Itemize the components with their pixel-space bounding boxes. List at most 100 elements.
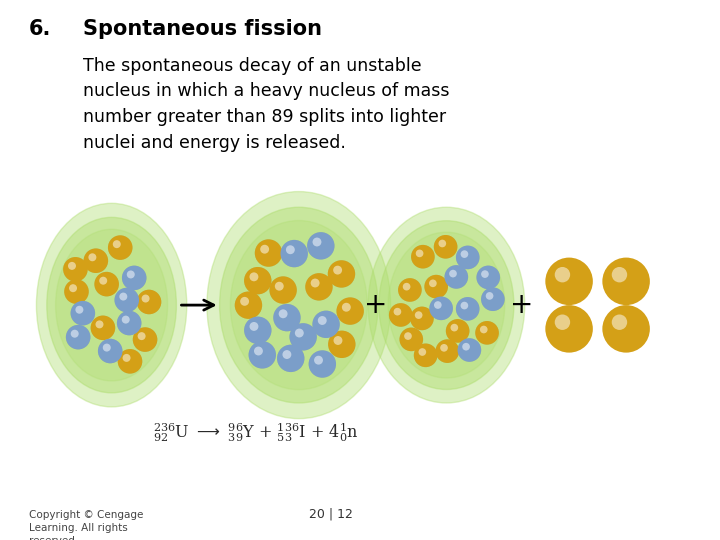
Ellipse shape [545, 258, 593, 305]
Ellipse shape [230, 220, 367, 390]
Ellipse shape [410, 307, 433, 330]
Ellipse shape [117, 349, 143, 374]
Ellipse shape [336, 298, 364, 325]
Ellipse shape [328, 260, 355, 288]
Ellipse shape [603, 305, 650, 353]
Ellipse shape [114, 288, 139, 312]
Ellipse shape [310, 279, 320, 287]
Ellipse shape [411, 245, 435, 268]
Ellipse shape [122, 266, 146, 290]
Ellipse shape [309, 350, 336, 377]
Ellipse shape [456, 246, 480, 269]
Ellipse shape [444, 265, 468, 289]
Ellipse shape [98, 339, 122, 363]
Ellipse shape [333, 266, 342, 274]
Ellipse shape [127, 271, 135, 279]
Ellipse shape [415, 249, 423, 257]
Ellipse shape [244, 316, 271, 344]
Ellipse shape [318, 316, 327, 325]
Ellipse shape [400, 328, 423, 351]
Ellipse shape [277, 345, 305, 372]
Ellipse shape [477, 266, 500, 289]
Ellipse shape [486, 292, 493, 300]
Ellipse shape [248, 341, 276, 369]
Ellipse shape [275, 282, 284, 291]
Ellipse shape [400, 328, 423, 351]
Ellipse shape [398, 278, 422, 302]
Ellipse shape [91, 315, 115, 340]
Ellipse shape [436, 339, 459, 363]
Ellipse shape [289, 323, 317, 350]
Ellipse shape [444, 265, 468, 289]
Ellipse shape [71, 301, 95, 326]
Ellipse shape [76, 306, 84, 314]
Ellipse shape [281, 240, 308, 267]
Ellipse shape [368, 207, 525, 403]
Ellipse shape [312, 310, 340, 338]
Ellipse shape [64, 279, 89, 304]
Ellipse shape [404, 332, 412, 340]
Ellipse shape [269, 276, 297, 303]
Ellipse shape [250, 272, 258, 281]
Ellipse shape [235, 292, 262, 319]
Ellipse shape [312, 310, 340, 338]
Ellipse shape [312, 238, 321, 246]
Ellipse shape [84, 248, 108, 273]
Ellipse shape [69, 284, 77, 292]
Ellipse shape [244, 316, 271, 344]
Ellipse shape [122, 354, 130, 362]
Ellipse shape [137, 289, 161, 314]
Ellipse shape [282, 350, 292, 359]
Ellipse shape [554, 314, 570, 330]
Ellipse shape [545, 305, 593, 353]
Ellipse shape [66, 325, 91, 349]
Ellipse shape [603, 258, 650, 305]
Ellipse shape [142, 294, 150, 302]
Ellipse shape [456, 297, 480, 321]
Ellipse shape [71, 301, 95, 326]
Ellipse shape [446, 319, 469, 343]
Ellipse shape [138, 332, 145, 340]
Ellipse shape [305, 273, 333, 301]
Ellipse shape [481, 287, 505, 311]
Text: +: + [510, 291, 534, 319]
Ellipse shape [480, 326, 487, 333]
Ellipse shape [461, 302, 468, 309]
Ellipse shape [117, 310, 141, 335]
Ellipse shape [328, 330, 356, 358]
Ellipse shape [66, 325, 91, 349]
Ellipse shape [274, 304, 301, 332]
Ellipse shape [286, 245, 294, 254]
Ellipse shape [132, 327, 158, 352]
Ellipse shape [71, 330, 78, 338]
Ellipse shape [55, 230, 168, 381]
Ellipse shape [458, 338, 481, 362]
Text: +: + [364, 291, 387, 319]
Text: Spontaneous fission: Spontaneous fission [83, 19, 322, 39]
Ellipse shape [91, 315, 115, 340]
Ellipse shape [281, 240, 308, 267]
Ellipse shape [462, 343, 470, 350]
Ellipse shape [269, 276, 297, 303]
Ellipse shape [612, 314, 627, 330]
Ellipse shape [122, 266, 146, 290]
Ellipse shape [295, 328, 304, 338]
Ellipse shape [461, 250, 468, 258]
Ellipse shape [612, 267, 627, 282]
Ellipse shape [424, 275, 448, 299]
Ellipse shape [414, 343, 438, 367]
Ellipse shape [388, 232, 505, 378]
Ellipse shape [411, 245, 435, 268]
Ellipse shape [410, 307, 433, 330]
Ellipse shape [47, 217, 176, 393]
Ellipse shape [244, 267, 271, 294]
Ellipse shape [122, 315, 130, 323]
Ellipse shape [477, 266, 500, 289]
Ellipse shape [277, 345, 305, 372]
Ellipse shape [114, 288, 139, 312]
Ellipse shape [63, 257, 88, 281]
Ellipse shape [418, 348, 426, 356]
Ellipse shape [458, 338, 481, 362]
Ellipse shape [307, 232, 335, 260]
Ellipse shape [94, 272, 119, 296]
